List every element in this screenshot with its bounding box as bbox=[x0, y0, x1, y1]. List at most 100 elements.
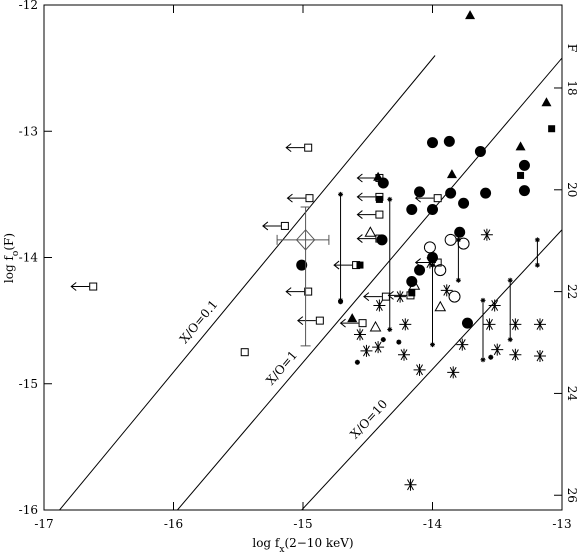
point bbox=[509, 348, 522, 361]
x-axis-label-part: log f bbox=[252, 536, 281, 550]
point bbox=[480, 187, 492, 199]
reference-line bbox=[177, 57, 562, 510]
point bbox=[427, 137, 438, 149]
point bbox=[548, 125, 556, 133]
point bbox=[480, 228, 493, 241]
upper-limit-arrow bbox=[356, 234, 376, 243]
point bbox=[381, 292, 390, 301]
x-axis-label: log fx(2−10 keV) bbox=[252, 536, 353, 554]
upper-limit-arrow bbox=[363, 292, 382, 302]
point bbox=[315, 316, 324, 325]
point bbox=[399, 318, 412, 331]
point bbox=[465, 10, 476, 20]
x-axis-label-part: (2−10 keV) bbox=[284, 536, 353, 550]
upper-limit-arrow bbox=[356, 173, 376, 183]
point bbox=[483, 318, 496, 331]
y-axis-label: log fo(F) bbox=[2, 233, 21, 283]
point bbox=[446, 169, 457, 179]
range-end bbox=[507, 337, 513, 343]
point bbox=[364, 226, 377, 237]
upper-limit-arrow bbox=[356, 192, 376, 202]
plot-area bbox=[59, 10, 562, 510]
range-end bbox=[534, 237, 540, 243]
y-tick-label: -15 bbox=[19, 377, 38, 391]
point bbox=[509, 318, 522, 331]
point bbox=[427, 204, 438, 216]
point bbox=[440, 284, 453, 297]
point bbox=[408, 279, 421, 290]
point bbox=[488, 354, 494, 360]
point bbox=[517, 171, 525, 179]
point bbox=[305, 194, 314, 203]
point bbox=[413, 363, 426, 376]
point bbox=[444, 233, 457, 246]
point bbox=[347, 313, 358, 323]
range-end bbox=[480, 297, 486, 303]
y-tick-label: -12 bbox=[19, 0, 38, 12]
range-end bbox=[338, 191, 344, 197]
point bbox=[434, 264, 447, 277]
x-tick-label: -17 bbox=[34, 517, 53, 531]
y2-tick-label: 22 bbox=[565, 284, 578, 299]
upper-limit-arrow bbox=[387, 290, 407, 300]
point bbox=[458, 197, 470, 209]
x-axis-label-part: x bbox=[279, 545, 284, 554]
point bbox=[533, 318, 546, 331]
point bbox=[408, 289, 416, 297]
point bbox=[240, 348, 249, 357]
point bbox=[358, 319, 367, 328]
x-tick-label: -15 bbox=[293, 517, 312, 531]
upper-limit-arrow bbox=[339, 318, 359, 328]
range-end bbox=[338, 297, 344, 303]
y2-tick-label: 18 bbox=[565, 80, 578, 95]
y-axis-label-part: o bbox=[11, 251, 21, 256]
point bbox=[518, 159, 530, 171]
point bbox=[533, 349, 546, 362]
upper-limit-arrow bbox=[286, 193, 306, 203]
point bbox=[518, 185, 530, 197]
x-tick-label: -16 bbox=[164, 517, 183, 531]
point bbox=[454, 226, 466, 238]
y-axis-label-part: (F) bbox=[2, 233, 16, 251]
point bbox=[488, 299, 501, 312]
point bbox=[406, 204, 418, 216]
upper-limit-arrow bbox=[333, 260, 353, 270]
point bbox=[474, 145, 486, 157]
upper-limit-arrow bbox=[70, 282, 90, 291]
point bbox=[515, 141, 526, 151]
point bbox=[423, 256, 436, 269]
y-axis-label-part: log f bbox=[2, 255, 16, 284]
point bbox=[456, 338, 469, 351]
point bbox=[295, 229, 316, 251]
range-end bbox=[430, 342, 435, 348]
y2-tick-label: 26 bbox=[565, 488, 578, 503]
point bbox=[353, 328, 366, 341]
upper-limit-arrow bbox=[285, 143, 305, 153]
point bbox=[461, 317, 473, 329]
y-tick-label: -16 bbox=[19, 503, 38, 517]
upper-limit-arrow bbox=[356, 210, 376, 219]
point bbox=[356, 261, 364, 269]
reference-line bbox=[59, 55, 436, 510]
range-end bbox=[430, 262, 435, 268]
y2-tick-label: 20 bbox=[565, 182, 578, 197]
range-end bbox=[480, 357, 486, 363]
point bbox=[354, 359, 360, 365]
upper-limit-arrow bbox=[262, 221, 281, 231]
point bbox=[406, 275, 418, 287]
range-end bbox=[455, 237, 461, 243]
point bbox=[398, 348, 411, 361]
point bbox=[304, 143, 313, 152]
reference-line bbox=[301, 229, 562, 510]
point bbox=[423, 241, 436, 254]
point bbox=[372, 341, 385, 354]
point bbox=[404, 478, 417, 491]
y-tick-label: -13 bbox=[19, 124, 38, 138]
error-bar-y bbox=[300, 206, 311, 347]
range-end bbox=[507, 277, 513, 283]
point bbox=[375, 210, 384, 219]
x-tick-label: -13 bbox=[552, 517, 571, 531]
point bbox=[491, 343, 504, 356]
point bbox=[360, 344, 373, 357]
